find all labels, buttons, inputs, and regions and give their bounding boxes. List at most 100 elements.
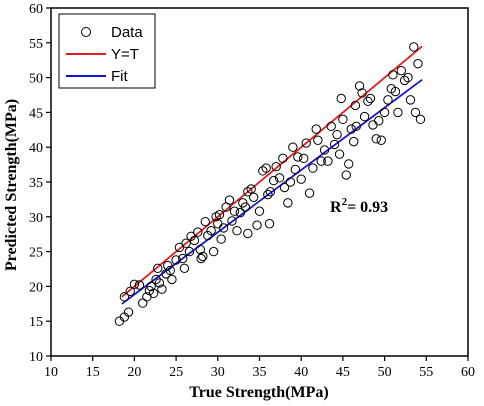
data-point <box>184 246 195 257</box>
data-point <box>336 93 346 104</box>
data-point <box>296 174 306 184</box>
data-point <box>410 107 421 118</box>
data-point <box>213 219 223 229</box>
data-point <box>119 292 130 302</box>
series-line-y-t <box>121 45 423 298</box>
data-point <box>232 226 242 236</box>
data-point <box>359 111 370 122</box>
data-point <box>265 187 276 197</box>
data-point <box>334 149 345 159</box>
data-point <box>165 265 175 276</box>
data-point <box>413 58 423 69</box>
data-point <box>299 153 309 164</box>
data-point <box>415 114 426 125</box>
x-tick-label: 55 <box>419 365 433 380</box>
x-tick-label: 60 <box>461 365 475 380</box>
data-point <box>248 192 259 203</box>
data-point <box>129 279 140 290</box>
data-point <box>290 164 301 175</box>
data-point <box>200 216 210 227</box>
data-point <box>283 198 293 208</box>
x-tick-label: 25 <box>169 365 183 380</box>
data-point <box>350 100 361 111</box>
data-point <box>216 234 226 244</box>
y-tick-label: 45 <box>29 106 43 121</box>
r-squared-label: R <box>330 199 342 216</box>
y-axis-title: Predicted Strength(MPa) <box>3 99 20 271</box>
data-point <box>409 42 419 52</box>
data-point <box>376 135 386 145</box>
data-point <box>198 251 208 262</box>
y-tick-label: 55 <box>29 37 43 52</box>
data-point <box>332 129 342 140</box>
x-tick-label: 10 <box>44 365 58 380</box>
scatter-points <box>114 42 426 326</box>
data-point <box>240 202 251 212</box>
data-point <box>316 156 326 166</box>
r-squared-annotation: R2= 0.93 <box>330 196 388 216</box>
data-point <box>148 288 159 299</box>
data-point <box>196 253 206 264</box>
data-point <box>178 253 188 264</box>
legend: Data Y=T Fit <box>58 13 156 89</box>
data-point <box>189 235 200 246</box>
data-point <box>138 298 148 308</box>
data-point <box>293 152 303 162</box>
data-point <box>319 145 330 155</box>
data-point <box>363 96 373 106</box>
data-point <box>301 138 311 148</box>
legend-label-data: Data <box>111 24 143 41</box>
x-tick-label: 40 <box>294 365 308 380</box>
data-point <box>405 95 416 105</box>
legend-label-y-t: Y=T <box>111 46 139 63</box>
data-point <box>264 219 275 229</box>
data-point <box>208 246 219 257</box>
y-tick-label: 25 <box>29 246 43 261</box>
data-point <box>254 206 265 216</box>
data-point <box>252 220 262 230</box>
data-point <box>304 188 315 198</box>
data-point <box>374 116 384 126</box>
data-point <box>195 244 205 255</box>
data-point <box>181 238 191 248</box>
y-tick-label: 60 <box>29 2 43 17</box>
x-axis: 10 15 20 25 30 35 40 45 50 55 60 <box>44 356 475 380</box>
data-point <box>268 175 279 186</box>
x-tick-label: 45 <box>336 365 350 380</box>
x-axis-title: True Strength(MPa) <box>189 384 328 401</box>
data-point <box>154 278 165 288</box>
data-point <box>167 274 177 285</box>
data-point <box>368 120 378 130</box>
data-point <box>279 182 290 193</box>
data-point <box>326 121 336 132</box>
data-point <box>357 88 367 98</box>
data-point <box>341 170 351 180</box>
data-point <box>323 156 333 166</box>
data-point <box>388 70 398 80</box>
data-point <box>383 95 393 105</box>
data-point <box>390 86 401 97</box>
x-tick-label: 35 <box>253 365 267 380</box>
data-point <box>229 206 240 216</box>
data-point <box>153 263 163 274</box>
data-point <box>243 187 253 197</box>
data-point <box>174 242 185 253</box>
data-point <box>235 207 246 218</box>
data-point <box>243 228 253 239</box>
data-point <box>308 163 318 173</box>
data-point <box>227 216 237 226</box>
data-point <box>134 280 145 290</box>
data-point <box>379 107 390 118</box>
data-point <box>285 177 296 187</box>
data-point <box>338 114 348 125</box>
r-squared-superscript: 2 <box>342 196 348 208</box>
legend-label-fit: Fit <box>111 68 128 85</box>
data-point <box>157 284 167 294</box>
data-point <box>346 124 356 134</box>
data-point <box>123 307 134 317</box>
data-point <box>403 72 413 83</box>
data-point <box>193 227 203 237</box>
data-point <box>393 107 403 118</box>
y-tick-label: 20 <box>29 280 43 295</box>
